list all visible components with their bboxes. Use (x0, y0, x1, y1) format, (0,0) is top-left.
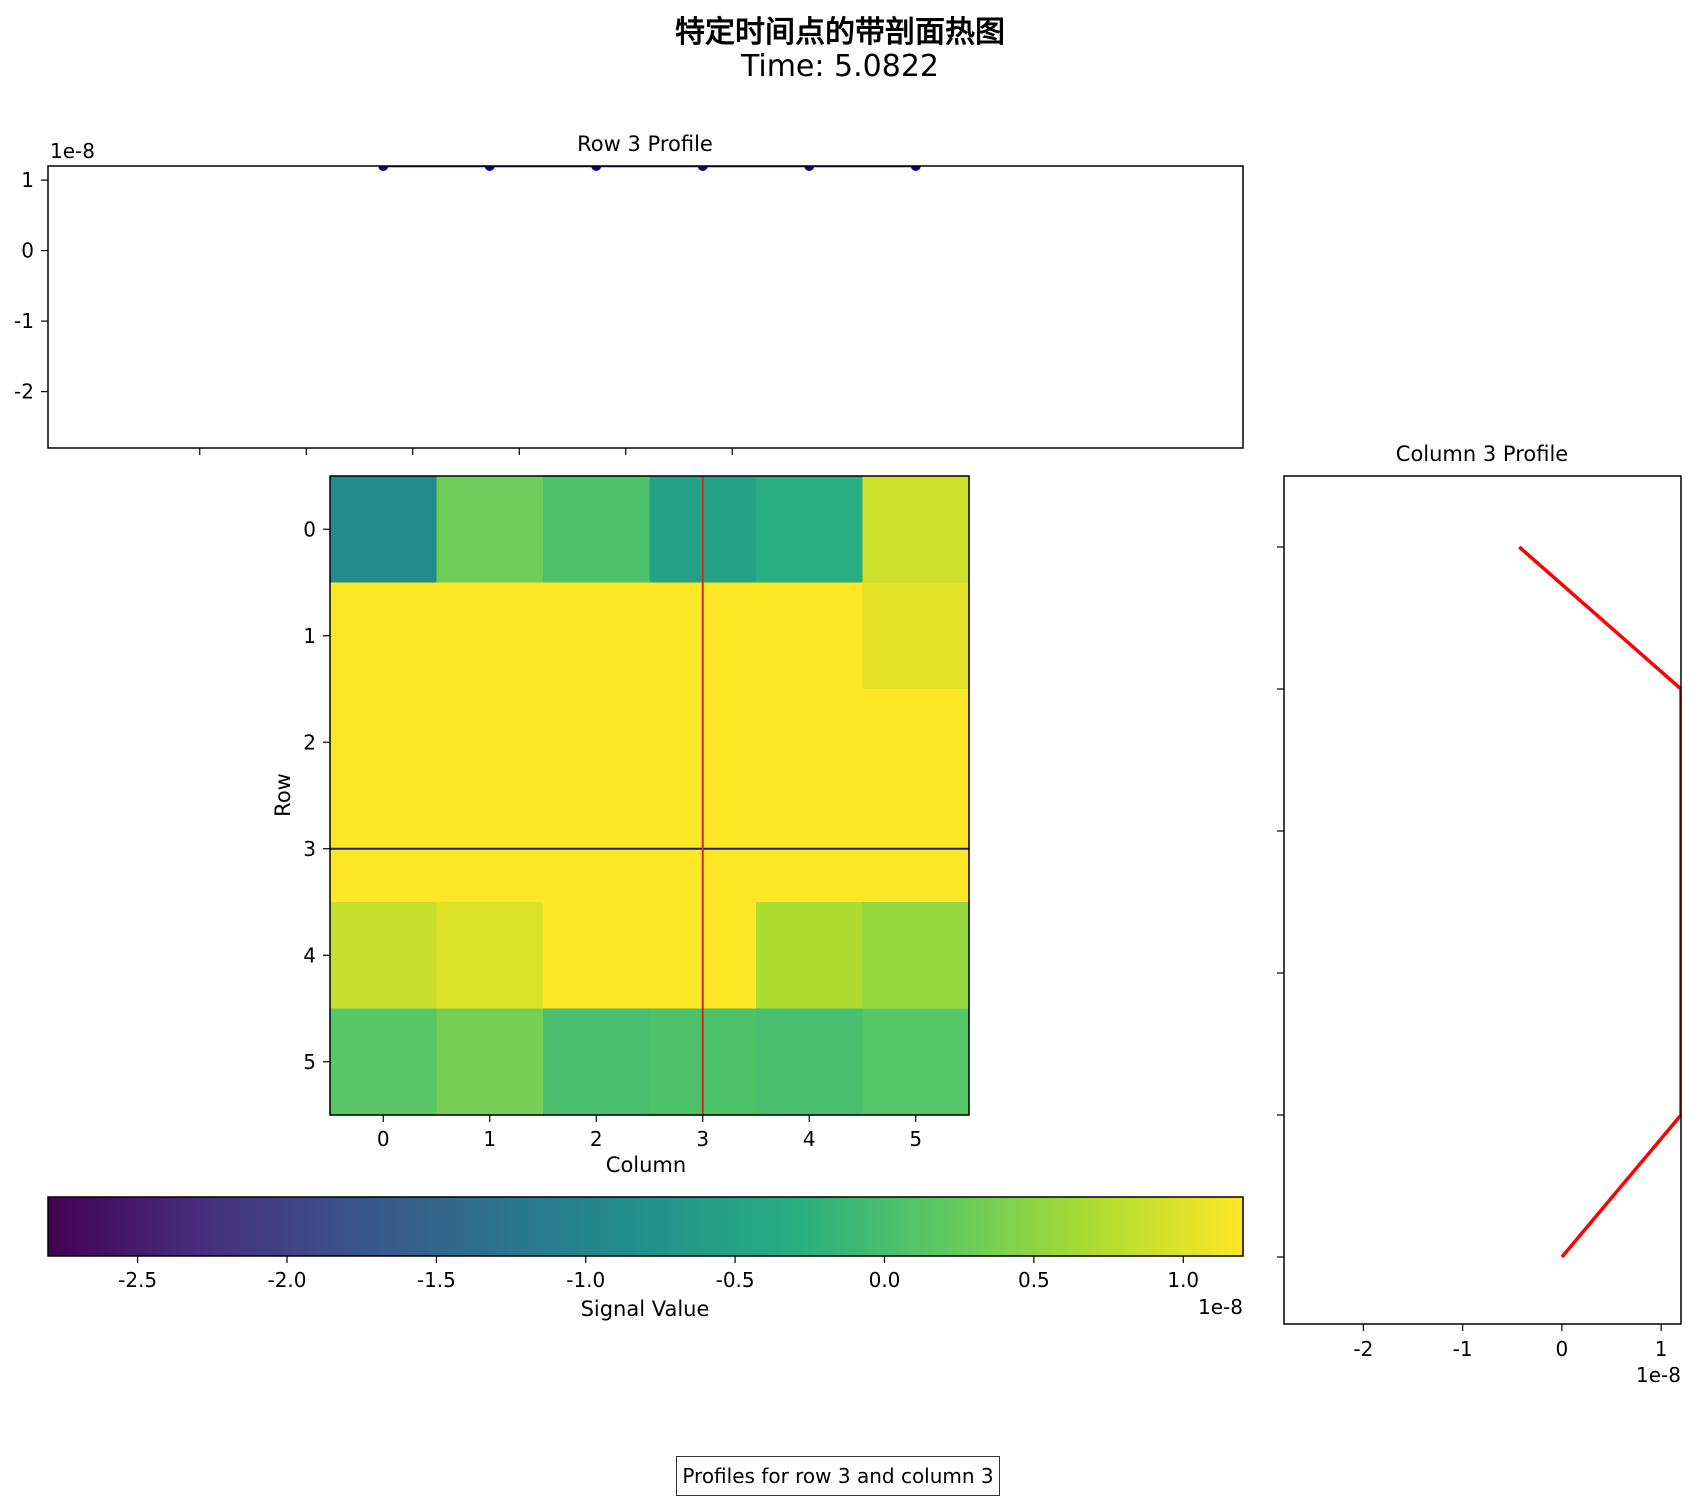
heatmap-cell (436, 1008, 544, 1116)
heatmap-cell (756, 476, 864, 584)
row-profile-point (591, 166, 602, 171)
colorbar-tick-label: -1.5 (417, 1268, 456, 1292)
heatmap-cell (756, 582, 864, 690)
heatmap-y-tick-label: 0 (303, 517, 316, 541)
heatmap-y-tick-label: 4 (303, 943, 316, 967)
heatmap-cell (330, 582, 438, 690)
heatmap-frame (329, 475, 970, 1116)
column-profile-x-tick-label: 1 (1655, 1337, 1668, 1361)
heatmap-cell (543, 582, 651, 690)
heatmap-x-tick-label: 3 (696, 1127, 709, 1151)
heatmap-panel: 0 1 2 3 4 5 0 1 2 3 4 5 Column Row (271, 475, 970, 1177)
colorbar-label: Signal Value (581, 1297, 710, 1321)
colorbar-tick-label: -2.0 (267, 1268, 306, 1292)
colorbar-tick-label: -2.5 (118, 1268, 157, 1292)
row-profile-point (378, 166, 389, 171)
column-profile-title: Column 3 Profile (1396, 442, 1568, 466)
heatmap-cell (436, 689, 544, 797)
heatmap-x-tick-label: 2 (590, 1127, 603, 1151)
colorbar-tick-label: 0.5 (1018, 1268, 1050, 1292)
heatmap-cell (436, 902, 544, 1010)
heatmap-x-tick-label: 5 (909, 1127, 922, 1151)
column-profile-panel: Column 3 Profile -2 -1 0 1 1e-8 (1277, 442, 1682, 1387)
row-profile-title: Row 3 Profile (577, 132, 713, 156)
row-profile-y-tick-label: -1 (14, 309, 34, 333)
chart-title: 特定时间点的带剖面热图 (675, 15, 1005, 50)
row-profile-point (697, 166, 708, 171)
heatmap-cell (756, 902, 864, 1010)
heatmap-cell (543, 1008, 651, 1116)
heatmap-y-tick-label: 2 (303, 730, 316, 754)
heatmap-y-tick-label: 3 (303, 837, 316, 861)
column-profile-x-tick-label: -2 (1353, 1337, 1373, 1361)
row-profile-y-tick-label: 1 (21, 168, 34, 192)
row-profile-point (804, 166, 815, 171)
heatmap-y-tick-label: 5 (303, 1050, 316, 1074)
chart-subtitle: Time: 5.0822 (740, 49, 939, 84)
heatmap-cell (330, 902, 438, 1010)
row-profile-point (484, 166, 495, 171)
row-profile-point (910, 166, 921, 171)
heatmap-cell (436, 582, 544, 690)
heatmap-cell (756, 689, 864, 797)
column-profile-frame (1283, 475, 1682, 1325)
heatmap-cell (862, 1008, 970, 1116)
heatmap-cell (862, 582, 970, 690)
row-profile-panel: Row 3 Profile 1e-8 1 0 -1 -2 (14, 132, 1244, 455)
column-profile-x-tick-label: -1 (1453, 1337, 1473, 1361)
heatmap-y-tick-label: 1 (303, 624, 316, 648)
heatmap-cell (330, 689, 438, 797)
row-profile-y-tick-label: -2 (14, 380, 34, 404)
heatmap-cell (862, 902, 970, 1010)
footer-note: Profiles for row 3 and column 3 (676, 1456, 1000, 1496)
colorbar-offset: 1e-8 (1198, 1295, 1243, 1319)
heatmap-x-tick-label: 0 (377, 1127, 390, 1151)
colorbar-tick-label: -1.0 (566, 1268, 605, 1292)
heatmap-cell (862, 689, 970, 797)
row-profile-y-tick-label: 0 (21, 239, 34, 263)
row-profile-frame (47, 165, 1244, 449)
heatmap-cell (330, 476, 438, 584)
colorbar-tick-label: 0.0 (869, 1268, 901, 1292)
heatmap-cell (330, 1008, 438, 1116)
heatmap-x-label: Column (606, 1153, 686, 1177)
colorbar: -2.5 -2.0 -1.5 -1.0 -0.5 0.0 0.5 1.0 Signal Val… (47, 1196, 1244, 1321)
heatmap-x-tick-label: 1 (483, 1127, 496, 1151)
heatmap-cell (543, 476, 651, 584)
column-profile-x-tick-label: 0 (1556, 1337, 1569, 1361)
heatmap-x-tick-label: 4 (803, 1127, 816, 1151)
row-profile-offset: 1e-8 (50, 139, 95, 163)
heatmap-y-label: Row (271, 773, 295, 817)
colorbar-tick-label: 1.0 (1167, 1268, 1199, 1292)
heatmap-cell (756, 1008, 864, 1116)
colorbar-tick-label: -0.5 (716, 1268, 755, 1292)
heatmap-cell (436, 476, 544, 584)
heatmap-cell (862, 476, 970, 584)
heatmap-cell (543, 689, 651, 797)
column-profile-offset: 1e-8 (1636, 1363, 1681, 1387)
colorbar-gradient (47, 1196, 1244, 1257)
heatmap-cell (543, 902, 651, 1010)
column-profile-line (1518, 545, 1681, 1259)
